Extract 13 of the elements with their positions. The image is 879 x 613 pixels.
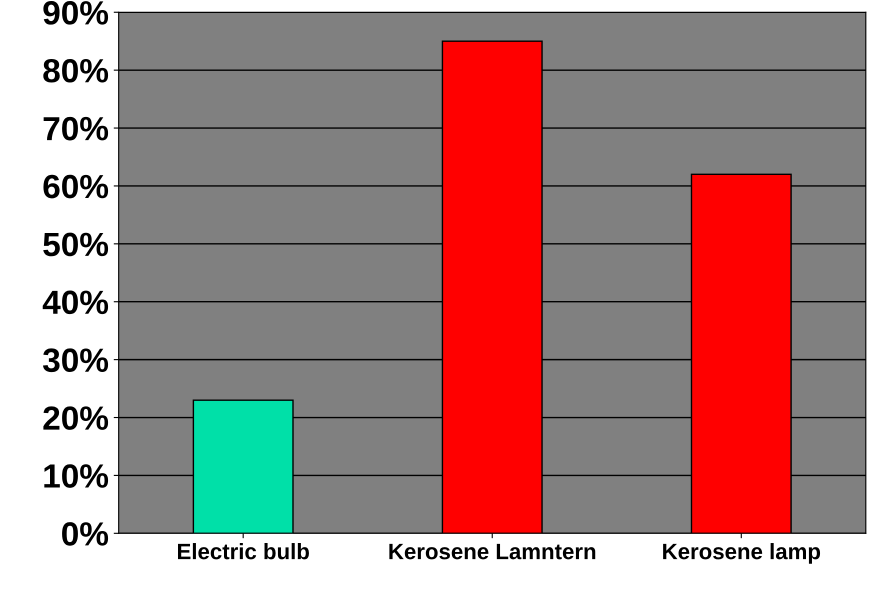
y-tick-label: 80% xyxy=(43,58,108,83)
x-tick-label: Kerosene lamp xyxy=(663,543,820,564)
y-tick-label: 90% xyxy=(43,1,108,25)
x-tick-label: Electric bulb xyxy=(178,543,309,560)
x-tick-label: Kerosene Lamntern xyxy=(389,544,596,560)
y-tick-label: 50% xyxy=(43,232,108,256)
y-tick-label: 0% xyxy=(62,522,108,546)
y-tick-label: 20% xyxy=(43,406,108,430)
y-tick-label: 60% xyxy=(43,174,108,198)
y-tick-label: 40% xyxy=(42,290,108,314)
y-tick-label: 70% xyxy=(44,116,108,140)
y-tick-label: 30% xyxy=(42,348,108,372)
y-tick-label: 10% xyxy=(44,464,108,488)
